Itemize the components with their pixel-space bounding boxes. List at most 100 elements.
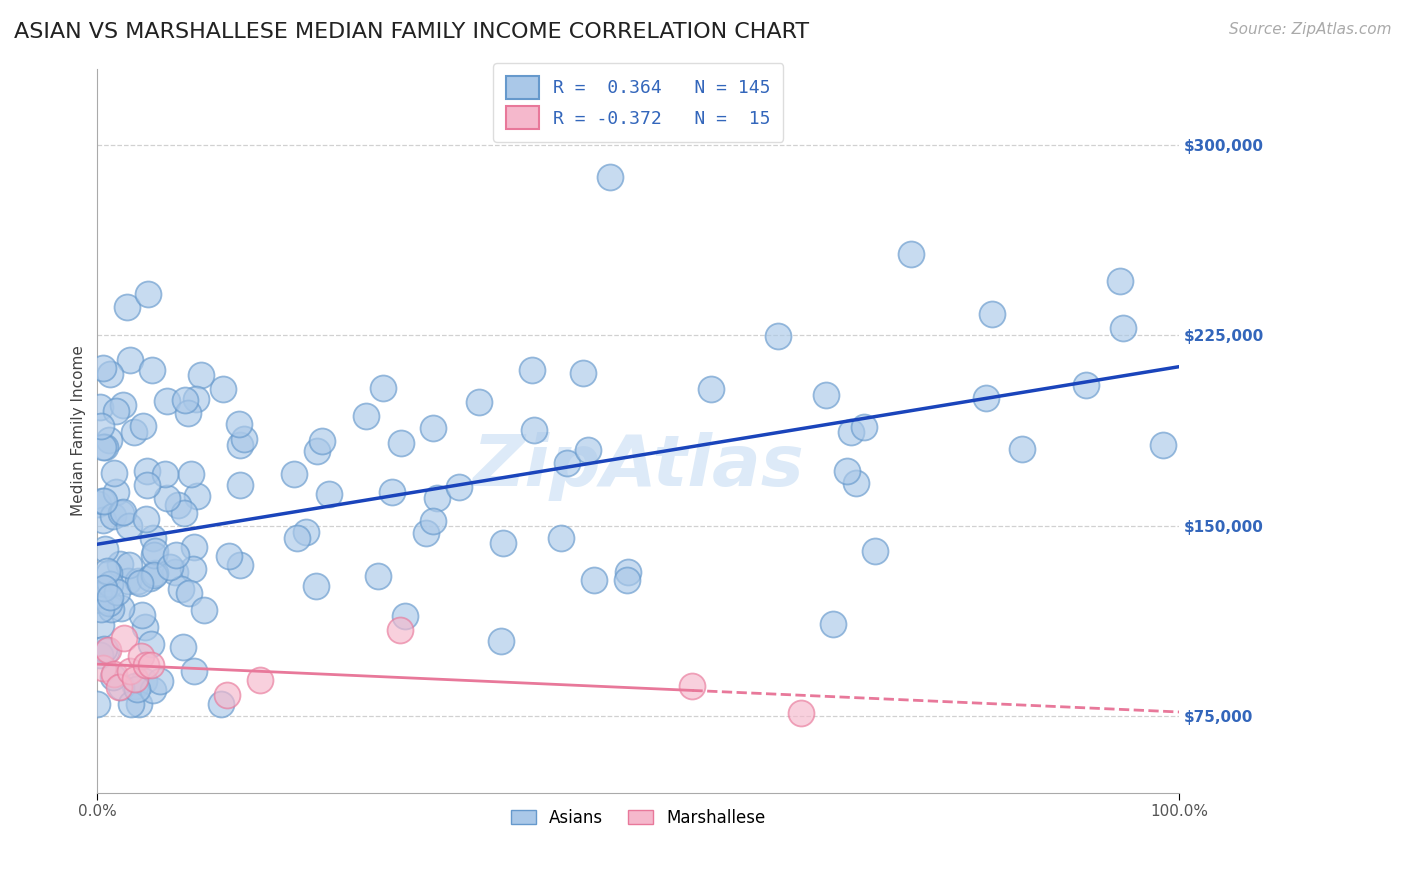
- Point: [229, 558, 252, 573]
- Point: [132, 673, 155, 688]
- Point: [97, 566, 120, 580]
- Point: [249, 673, 271, 687]
- Point: [354, 409, 377, 423]
- Point: [681, 679, 703, 693]
- Point: [186, 489, 208, 503]
- Text: Source: ZipAtlas.com: Source: ZipAtlas.com: [1229, 22, 1392, 37]
- Point: [522, 362, 544, 376]
- Point: [523, 423, 546, 437]
- Point: [193, 603, 215, 617]
- Point: [172, 640, 194, 654]
- Point: [97, 596, 120, 610]
- Point: [173, 392, 195, 407]
- Point: [141, 657, 163, 672]
- Point: [447, 480, 470, 494]
- Point: [582, 573, 605, 587]
- Point: [132, 418, 155, 433]
- Point: [104, 403, 127, 417]
- Point: [101, 670, 124, 684]
- Point: [149, 673, 172, 688]
- Point: [124, 679, 146, 693]
- Legend: Asians, Marshallese: Asians, Marshallese: [502, 800, 775, 835]
- Point: [422, 514, 444, 528]
- Point: [974, 391, 997, 405]
- Point: [110, 506, 132, 520]
- Point: [571, 366, 593, 380]
- Point: [87, 497, 110, 511]
- Point: [863, 544, 886, 558]
- Point: [142, 683, 165, 698]
- Point: [141, 362, 163, 376]
- Point: [900, 247, 922, 261]
- Point: [128, 697, 150, 711]
- Point: [173, 506, 195, 520]
- Point: [139, 637, 162, 651]
- Point: [426, 491, 449, 505]
- Point: [550, 532, 572, 546]
- Point: [93, 581, 115, 595]
- Point: [110, 600, 132, 615]
- Point: [143, 544, 166, 558]
- Point: [616, 573, 638, 587]
- Point: [115, 300, 138, 314]
- Point: [837, 464, 859, 478]
- Point: [167, 498, 190, 512]
- Point: [1011, 442, 1033, 456]
- Point: [111, 398, 134, 412]
- Point: [98, 368, 121, 382]
- Text: ZipAtlas: ZipAtlas: [472, 433, 804, 501]
- Point: [138, 287, 160, 301]
- Point: [295, 525, 318, 540]
- Point: [845, 475, 868, 490]
- Point: [105, 585, 128, 599]
- Point: [103, 667, 125, 681]
- Point: [492, 536, 515, 550]
- Point: [491, 633, 513, 648]
- Point: [93, 641, 115, 656]
- Point: [100, 602, 122, 616]
- Point: [87, 589, 110, 603]
- Point: [209, 697, 232, 711]
- Point: [228, 417, 250, 431]
- Point: [305, 444, 328, 458]
- Point: [422, 421, 444, 435]
- Point: [96, 564, 118, 578]
- Point: [118, 518, 141, 533]
- Point: [91, 661, 114, 675]
- Point: [700, 382, 723, 396]
- Point: [90, 601, 112, 615]
- Point: [127, 574, 149, 588]
- Point: [839, 425, 862, 439]
- Point: [93, 493, 115, 508]
- Point: [97, 643, 120, 657]
- Point: [143, 548, 166, 562]
- Point: [179, 586, 201, 600]
- Point: [163, 565, 186, 579]
- Point: [181, 561, 204, 575]
- Point: [287, 531, 309, 545]
- Point: [135, 658, 157, 673]
- Point: [122, 425, 145, 439]
- Point: [108, 680, 131, 694]
- Point: [232, 432, 254, 446]
- Point: [184, 392, 207, 406]
- Point: [229, 477, 252, 491]
- Point: [212, 382, 235, 396]
- Point: [980, 307, 1002, 321]
- Point: [112, 505, 135, 519]
- Point: [389, 436, 412, 450]
- Point: [129, 649, 152, 664]
- Point: [118, 665, 141, 679]
- Point: [159, 560, 181, 574]
- Point: [125, 682, 148, 697]
- Point: [91, 494, 114, 508]
- Point: [218, 549, 240, 564]
- Point: [131, 607, 153, 622]
- Point: [153, 467, 176, 482]
- Point: [86, 697, 108, 711]
- Point: [103, 467, 125, 481]
- Point: [143, 566, 166, 580]
- Point: [555, 457, 578, 471]
- Point: [98, 591, 121, 605]
- Point: [367, 569, 389, 583]
